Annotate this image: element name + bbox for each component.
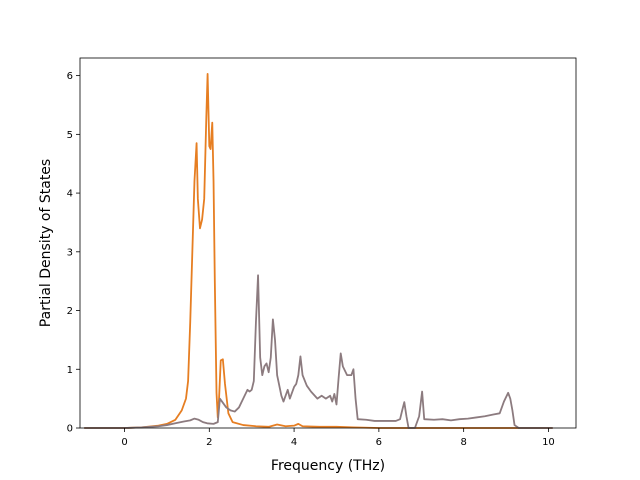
- x-tick-label: 6: [376, 437, 382, 448]
- y-tick-label: 2: [67, 306, 73, 317]
- y-tick-label: 5: [67, 130, 73, 141]
- x-tick-label: 10: [542, 437, 555, 448]
- x-tick-label: 2: [206, 437, 212, 448]
- plot-frame: [79, 57, 577, 429]
- x-tick-label: 0: [121, 437, 127, 448]
- x-axis-ticks: 0 2 4 6 8 10: [121, 428, 555, 448]
- x-axis-label: Frequency (THz): [271, 458, 385, 474]
- y-tick-label: 1: [67, 365, 73, 376]
- series-line-2: [84, 274, 553, 429]
- y-tick-label: 0: [67, 424, 73, 435]
- x-tick-label: 4: [291, 437, 297, 448]
- y-axis-label: Partial Density of States: [38, 159, 54, 327]
- y-axis-ticks: 0 1 2 3 4 5 6: [67, 71, 80, 435]
- y-tick-label: 4: [67, 189, 73, 200]
- y-tick-label: 6: [67, 71, 73, 82]
- series-line-1: [84, 72, 553, 429]
- y-tick-label: 3: [67, 247, 73, 258]
- series-layer: [84, 72, 553, 429]
- x-tick-label: 8: [460, 437, 466, 448]
